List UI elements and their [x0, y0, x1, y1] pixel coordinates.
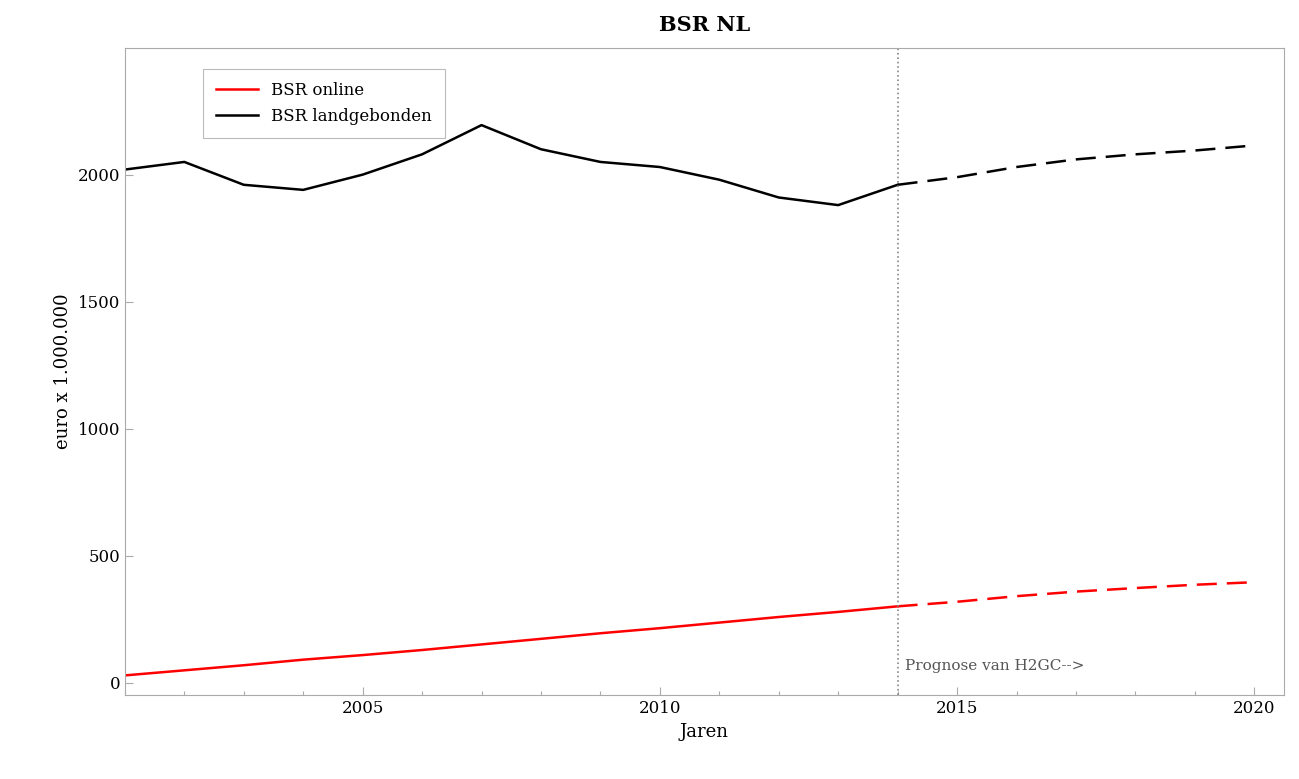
Y-axis label: euro x 1.000.000: euro x 1.000.000	[55, 294, 71, 449]
Legend: BSR online, BSR landgebonden: BSR online, BSR landgebonden	[203, 69, 446, 138]
Title: BSR NL: BSR NL	[659, 15, 750, 35]
X-axis label: Jaren: Jaren	[679, 723, 729, 741]
Text: Prognose van H2GC-->: Prognose van H2GC-->	[905, 659, 1085, 673]
